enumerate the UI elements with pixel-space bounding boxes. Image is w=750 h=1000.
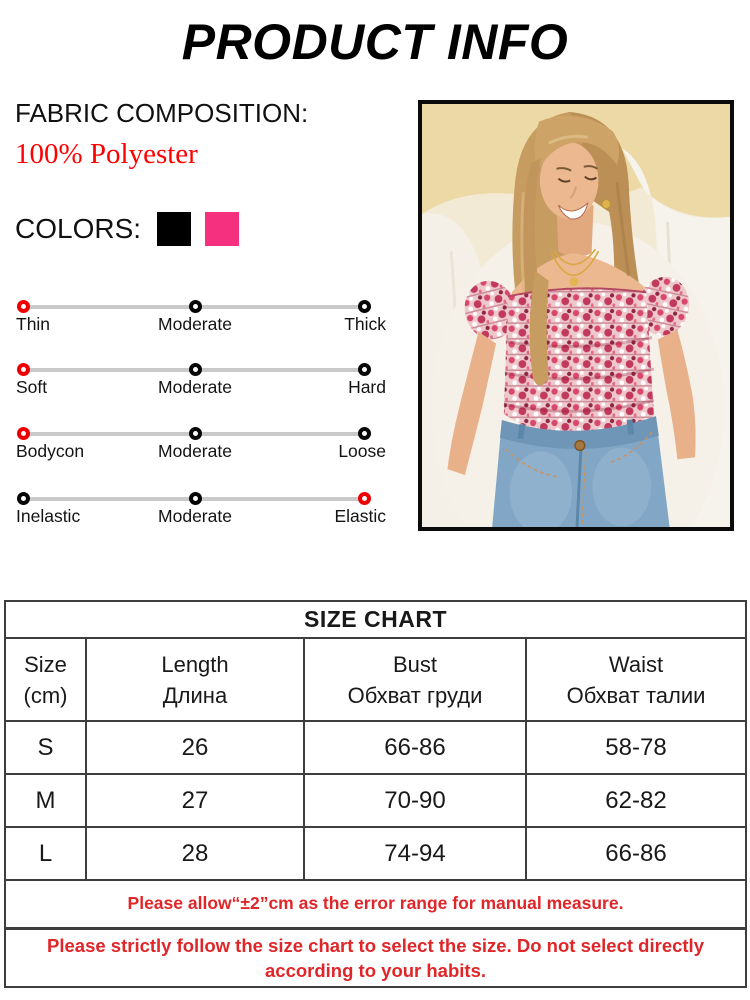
page-title: PRODUCT INFO xyxy=(181,14,569,70)
size-advice-note: Please strictly follow the size chart to… xyxy=(4,926,747,988)
slider-label-middle: Moderate xyxy=(158,441,232,461)
col-header-line1: Size xyxy=(24,651,67,677)
col-header-line2: Обхват талии xyxy=(566,682,706,708)
col-header-bust: Bust Обхват груди xyxy=(303,637,527,722)
col-header-size: Size (cm) xyxy=(4,637,87,722)
slider-dot-left xyxy=(17,427,30,440)
slider-label-right: Elastic xyxy=(334,506,386,526)
cell-waist: 62-82 xyxy=(525,773,747,828)
slider-dot-middle xyxy=(189,492,202,505)
size-chart-table: SIZE CHART Size (cm) Length Длина Bust О… xyxy=(4,600,747,988)
size-chart-title: SIZE CHART xyxy=(4,600,747,639)
slider-label-left: Inelastic xyxy=(16,506,81,526)
slider-label-middle: Moderate xyxy=(158,314,232,334)
cell-size: L xyxy=(4,826,87,881)
size-chart-header-row: Size (cm) Length Длина Bust Обхват груди… xyxy=(4,637,747,722)
cell-length: 28 xyxy=(85,826,305,881)
slider-labels: Soft Moderate Hard xyxy=(16,377,388,401)
cell-size: S xyxy=(4,720,87,775)
col-header-waist: Waist Обхват талии xyxy=(525,637,747,722)
size-chart-title-row: SIZE CHART xyxy=(4,600,747,639)
cell-bust: 74-94 xyxy=(303,826,527,881)
slider-hand-feel: Soft Moderate Hard xyxy=(16,363,388,408)
slider-label-right: Hard xyxy=(348,377,386,397)
col-header-line2: (cm) xyxy=(23,682,68,708)
table-row-size-l: L 28 74-94 66-86 xyxy=(4,826,747,881)
col-header-line1: Waist xyxy=(608,651,664,677)
product-photo-illustration xyxy=(422,104,730,527)
slider-label-left: Thin xyxy=(16,314,51,334)
colors-row: COLORS: xyxy=(15,212,253,246)
measure-tolerance-note: Please allow“±2”cm as the error range fo… xyxy=(4,879,747,929)
product-photo xyxy=(418,100,734,531)
cell-size: M xyxy=(4,773,87,828)
cell-waist: 66-86 xyxy=(525,826,747,881)
slider-label-right: Thick xyxy=(344,314,386,334)
color-swatch-pink xyxy=(205,212,240,246)
fabric-composition-value: 100% Polyester xyxy=(15,138,198,170)
slider-dot-middle xyxy=(189,300,202,313)
slider-elasticity: Inelastic Moderate Elastic xyxy=(16,492,388,537)
attribute-sliders: Thin Moderate Thick Soft Moderate Hard B… xyxy=(16,300,388,545)
slider-thickness: Thin Moderate Thick xyxy=(16,300,388,345)
slider-labels: Inelastic Moderate Elastic xyxy=(16,506,388,530)
col-header-line1: Bust xyxy=(392,651,438,677)
cell-length: 27 xyxy=(85,773,305,828)
slider-label-left: Bodycon xyxy=(16,441,85,461)
slider-labels: Bodycon Moderate Loose xyxy=(16,441,388,465)
slider-dot-left xyxy=(17,300,30,313)
slider-dot-middle xyxy=(189,363,202,376)
cell-bust: 70-90 xyxy=(303,773,527,828)
slider-dot-right xyxy=(358,363,371,376)
slider-fit: Bodycon Moderate Loose xyxy=(16,427,388,472)
cell-bust: 66-86 xyxy=(303,720,527,775)
cell-waist: 58-78 xyxy=(525,720,747,775)
slider-dot-left xyxy=(17,492,30,505)
slider-dot-middle xyxy=(189,427,202,440)
fabric-composition-label: FABRIC COMPOSITION: xyxy=(15,98,309,128)
table-row-size-m: M 27 70-90 62-82 xyxy=(4,773,747,828)
color-swatch-black xyxy=(157,212,192,246)
slider-label-left: Soft xyxy=(16,377,48,397)
slider-label-right: Loose xyxy=(338,441,386,461)
slider-dot-left xyxy=(17,363,30,376)
col-header-line2: Обхват груди xyxy=(347,682,483,708)
note-row-size-advice: Please strictly follow the size chart to… xyxy=(4,926,747,988)
slider-label-middle: Moderate xyxy=(158,377,232,397)
col-header-line1: Length xyxy=(161,651,229,677)
table-row-size-s: S 26 66-86 58-78 xyxy=(4,720,747,775)
slider-dot-right xyxy=(358,427,371,440)
cell-length: 26 xyxy=(85,720,305,775)
slider-label-middle: Moderate xyxy=(158,506,232,526)
col-header-length: Length Длина xyxy=(85,637,305,722)
slider-labels: Thin Moderate Thick xyxy=(16,314,388,338)
slider-dot-right xyxy=(358,492,371,505)
slider-dot-right xyxy=(358,300,371,313)
col-header-line2: Длина xyxy=(162,682,228,708)
colors-label: COLORS: xyxy=(15,213,142,244)
note-row-measure-tolerance: Please allow“±2”cm as the error range fo… xyxy=(4,879,747,929)
